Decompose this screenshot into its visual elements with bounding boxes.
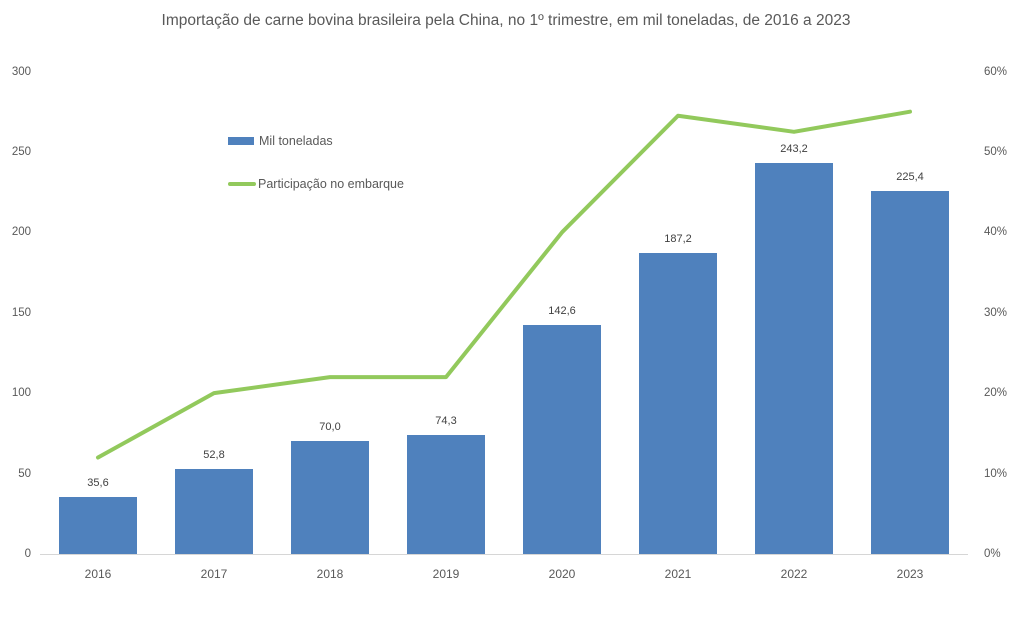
right-axis-tick-0%: 0% [984,548,1001,560]
right-axis-tick-60%: 60% [984,65,1008,78]
left-axis-tick-100: 100 [11,387,31,400]
bar-value-label-2022: 243,2 [780,142,808,155]
right-axis-tick-50%: 50% [984,145,1008,158]
bar-value-label-2020: 142,6 [548,304,576,317]
left-axis-tick-50: 50 [18,467,31,480]
x-axis-label-2021: 2021 [664,567,692,581]
x-axis-label-2016: 2016 [84,567,112,581]
bar-2016 [59,496,137,554]
bar-value-label-2018: 70,0 [319,421,341,434]
left-axis-tick-200: 200 [11,226,31,239]
bar-2018 [291,441,369,554]
bar-2020 [523,324,601,554]
x-axis-label-2022: 2022 [780,567,808,581]
right-axis-tick-10%: 10% [984,467,1008,480]
bar-2019 [407,434,485,554]
left-axis-tick-250: 250 [11,145,31,158]
x-axis-label-2020: 2020 [548,567,576,581]
right-axis-tick-20%: 20% [984,387,1008,400]
x-axis-label-2019: 2019 [432,567,460,581]
left-axis-tick-150: 150 [11,306,31,319]
bar-2023 [871,191,949,554]
bar-series-swatch [228,137,254,145]
right-axis-tick-30%: 30% [984,306,1008,319]
x-axis-line [40,554,968,555]
right-axis-tick-40%: 40% [984,226,1008,239]
bar-2022 [755,162,833,554]
x-axis-label-2017: 2017 [200,567,228,581]
legend: Mil toneladas Participação no embarque [228,133,404,192]
bar-value-label-2016: 35,6 [87,476,109,489]
x-axis-label-2023: 2023 [896,567,924,581]
chart-title: Importação de carne bovina brasileira pe… [161,12,851,29]
left-axis-tick-300: 300 [11,65,31,78]
bar-2021 [639,252,717,554]
bar-value-label-2017: 52,8 [203,449,225,462]
bar-value-label-2019: 74,3 [435,414,457,427]
bar-value-label-2021: 187,2 [664,232,692,245]
legend-label-mil-toneladas: Mil toneladas [259,134,333,148]
line-series-swatch [228,182,256,186]
bar-2017 [175,469,253,554]
legend-item-mil-toneladas: Mil toneladas [228,133,404,149]
x-axis-label-2018: 2018 [316,567,344,581]
bar-value-label-2023: 225,4 [896,171,924,184]
legend-label-participacao: Participação no embarque [258,177,404,191]
left-axis-tick-0: 0 [24,548,31,560]
legend-item-participacao: Participação no embarque [228,176,404,192]
